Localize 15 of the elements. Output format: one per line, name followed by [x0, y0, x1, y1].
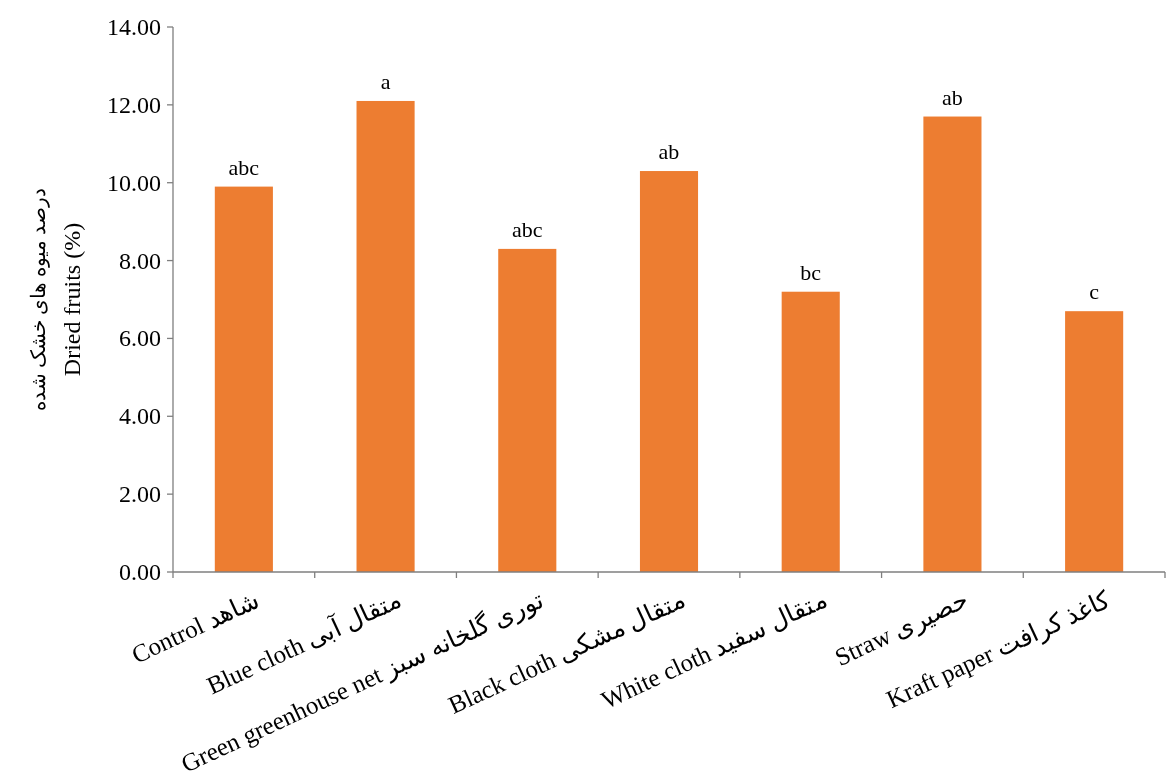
y-tick-label: 8.00	[119, 247, 161, 274]
data-label: bc	[800, 259, 822, 285]
y-tick-label: 2.00	[119, 481, 161, 508]
data-label: c	[1089, 279, 1100, 305]
y-tick-label: 14.00	[107, 14, 161, 40]
data-label: ab	[942, 84, 963, 110]
y-tick-label: 10.00	[107, 169, 161, 196]
data-label: abc	[228, 154, 260, 180]
y-tick-label: 12.00	[107, 91, 161, 118]
data-label: abc	[512, 216, 543, 242]
data-label: ab	[658, 139, 680, 165]
y-tick-label: 0.00	[119, 559, 161, 585]
y-tick-label: 4.00	[119, 403, 161, 430]
data-label: a	[380, 68, 391, 94]
y-tick-label: 6.00	[119, 325, 161, 352]
